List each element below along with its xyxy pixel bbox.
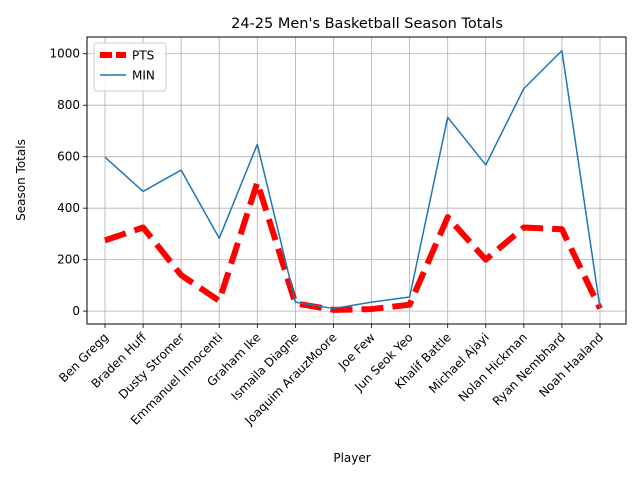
legend-box xyxy=(93,42,167,92)
plot-frame xyxy=(86,36,627,325)
x-tick-label: Nolan Hickman xyxy=(456,330,530,404)
y-tick-label: 1000 xyxy=(49,47,80,61)
series-layer xyxy=(104,49,603,313)
y-tick-label: 800 xyxy=(57,98,80,112)
y-axis-label: Season Totals xyxy=(14,139,28,221)
legend-label-pts: PTS xyxy=(132,49,154,63)
x-tick-label: Ismaila Diagne xyxy=(229,330,302,403)
x-tick-label: Dusty Stromer xyxy=(116,330,188,402)
legend: PTS MIN xyxy=(93,42,167,92)
x-axis-label: Player xyxy=(333,451,370,465)
series-line-pts xyxy=(104,179,603,313)
chart-title: 24-25 Men's Basketball Season Totals xyxy=(231,16,503,32)
y-tick-label: 600 xyxy=(57,150,80,164)
y-tick-label: 400 xyxy=(57,201,80,215)
legend-label-min: MIN xyxy=(132,69,155,83)
series-line-min xyxy=(104,49,601,310)
y-tick-label: 0 xyxy=(72,304,80,318)
y-axis: 0 200 400 600 800 1000 xyxy=(49,47,87,318)
y-tick-label: 200 xyxy=(57,253,80,267)
grid xyxy=(87,37,626,324)
